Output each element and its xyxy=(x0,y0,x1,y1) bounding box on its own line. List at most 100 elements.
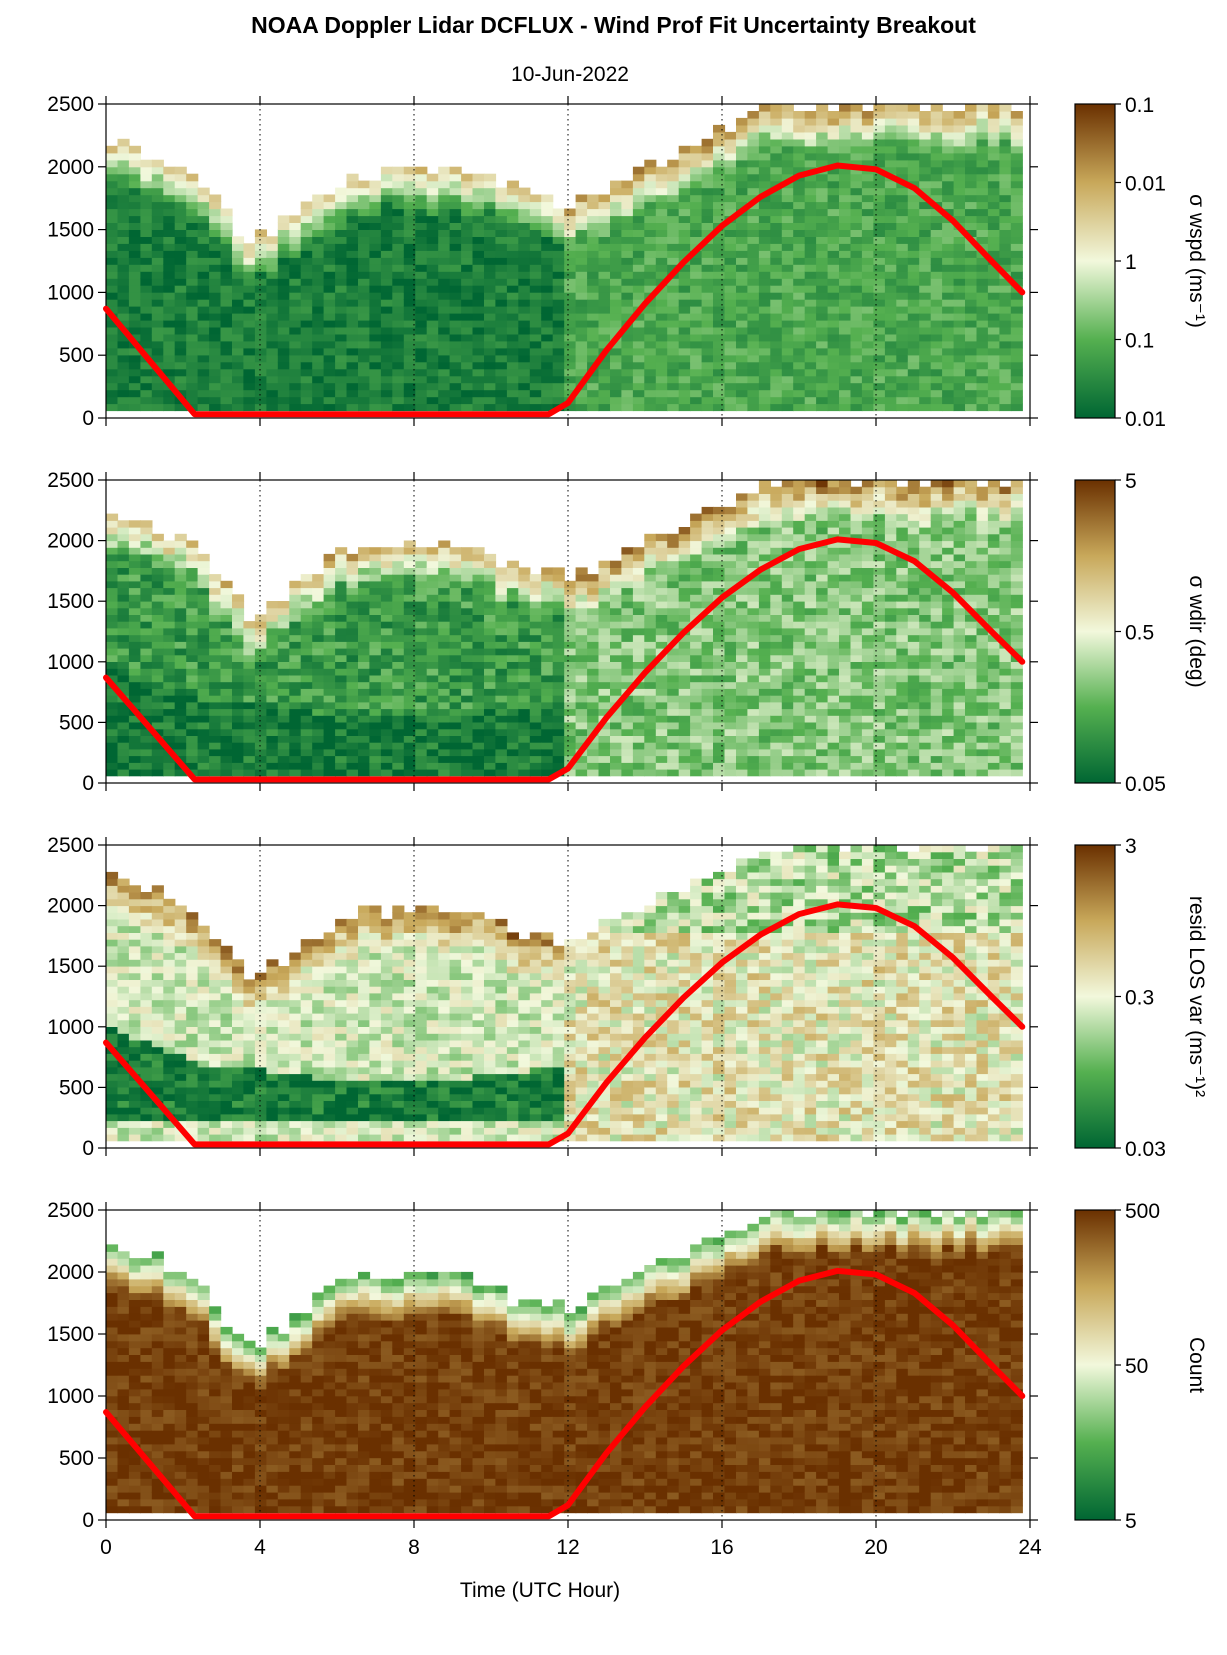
heatmap-cell xyxy=(747,681,760,689)
heatmap-cell xyxy=(484,607,497,615)
heatmap-cell xyxy=(277,333,290,342)
heatmap-cell xyxy=(724,278,737,286)
heatmap-cell xyxy=(209,375,222,384)
heatmap-cell xyxy=(884,250,897,258)
heatmap-cell xyxy=(736,674,749,683)
heatmap-cell xyxy=(277,375,290,384)
heatmap-cell xyxy=(346,194,359,203)
heatmap-cell xyxy=(598,641,611,649)
heatmap-cell xyxy=(128,215,141,223)
heatmap-cell xyxy=(965,222,978,230)
heatmap-cell xyxy=(587,389,600,398)
heatmap-cell xyxy=(151,701,164,710)
heatmap-cell xyxy=(758,708,771,716)
heatmap-cell xyxy=(140,661,153,669)
heatmap-cell xyxy=(174,641,187,649)
heatmap-cell xyxy=(667,587,680,595)
heatmap-cell xyxy=(644,627,657,636)
heatmap-cell xyxy=(174,728,187,736)
heatmap-cell xyxy=(140,574,153,582)
heatmap-cell xyxy=(976,215,989,223)
heatmap-cell xyxy=(174,722,187,730)
heatmap-cell xyxy=(358,236,371,244)
heatmap-cell xyxy=(449,695,462,703)
heatmap-cell xyxy=(781,257,794,265)
heatmap-cell xyxy=(1010,236,1023,244)
heatmap-cell xyxy=(323,614,336,622)
heatmap-cell xyxy=(999,389,1012,398)
heatmap-cell xyxy=(861,208,874,217)
heatmap-cell xyxy=(369,340,382,349)
heatmap-cell xyxy=(770,201,783,210)
heatmap-cell xyxy=(506,264,519,272)
heatmap-cell xyxy=(323,354,336,363)
heatmap-cell xyxy=(472,601,485,609)
heatmap-cell xyxy=(380,553,393,562)
heatmap-cell xyxy=(575,755,588,763)
heatmap-cell xyxy=(999,375,1012,384)
heatmap-cell xyxy=(713,257,726,265)
heatmap-cell xyxy=(736,520,749,528)
heatmap-cell xyxy=(415,187,428,196)
heatmap-cell xyxy=(667,695,680,703)
heatmap-cell xyxy=(587,715,600,723)
heatmap-cell xyxy=(186,222,199,230)
heatmap-cell xyxy=(896,124,909,133)
heatmap-cell xyxy=(277,742,290,750)
heatmap-cell xyxy=(529,621,542,629)
heatmap-cell xyxy=(300,762,313,770)
heatmap-cell xyxy=(610,560,623,568)
heatmap-cell xyxy=(701,547,714,555)
heatmap-cell xyxy=(289,368,302,377)
heatmap-cell xyxy=(575,627,588,636)
heatmap-cell xyxy=(758,486,771,494)
heatmap-cell xyxy=(518,313,531,321)
heatmap-cell xyxy=(770,668,783,676)
heatmap-cell xyxy=(587,326,600,335)
heatmap-cell xyxy=(930,111,943,119)
heatmap-cell xyxy=(747,292,760,300)
heatmap-cell xyxy=(106,567,119,575)
heatmap-cell xyxy=(346,762,359,770)
heatmap-cell xyxy=(197,389,210,398)
heatmap-cell xyxy=(449,567,462,575)
heatmap-cell xyxy=(884,201,897,210)
heatmap-cell xyxy=(621,194,634,203)
heatmap-cell xyxy=(655,735,668,743)
heatmap-cell xyxy=(816,292,829,300)
heatmap-cell xyxy=(232,347,245,356)
heatmap-cell xyxy=(174,257,187,265)
heatmap-cell xyxy=(403,661,416,669)
heatmap-cell xyxy=(564,368,577,377)
heatmap-cell xyxy=(209,728,222,736)
heatmap-cell xyxy=(128,567,141,575)
heatmap-cell xyxy=(701,681,714,689)
heatmap-cell xyxy=(770,567,783,575)
heatmap-cell xyxy=(472,607,485,615)
heatmap-cell xyxy=(117,728,130,736)
heatmap-cell xyxy=(369,229,382,237)
heatmap-cell xyxy=(266,601,279,609)
heatmap-cell xyxy=(747,748,760,757)
heatmap-cell xyxy=(461,194,474,203)
heatmap-cell xyxy=(209,614,222,622)
heatmap-cell xyxy=(495,742,508,750)
heatmap-cell xyxy=(380,201,393,210)
heatmap-cell xyxy=(266,654,279,662)
heatmap-cell xyxy=(186,728,199,736)
heatmap-cell xyxy=(632,194,645,203)
heatmap-cell xyxy=(621,326,634,335)
heatmap-cell xyxy=(736,222,749,230)
heatmap-cell xyxy=(117,340,130,349)
heatmap-cell xyxy=(369,361,382,370)
heatmap-cell xyxy=(392,382,405,391)
heatmap-cell xyxy=(117,688,130,696)
heatmap-cell xyxy=(106,257,119,265)
heatmap-cell xyxy=(266,681,279,689)
heatmap-cell xyxy=(300,208,313,217)
heatmap-cell xyxy=(827,375,840,384)
heatmap-cell xyxy=(472,715,485,723)
heatmap-cell xyxy=(724,681,737,689)
heatmap-cell xyxy=(770,748,783,757)
heatmap-cell xyxy=(632,607,645,615)
